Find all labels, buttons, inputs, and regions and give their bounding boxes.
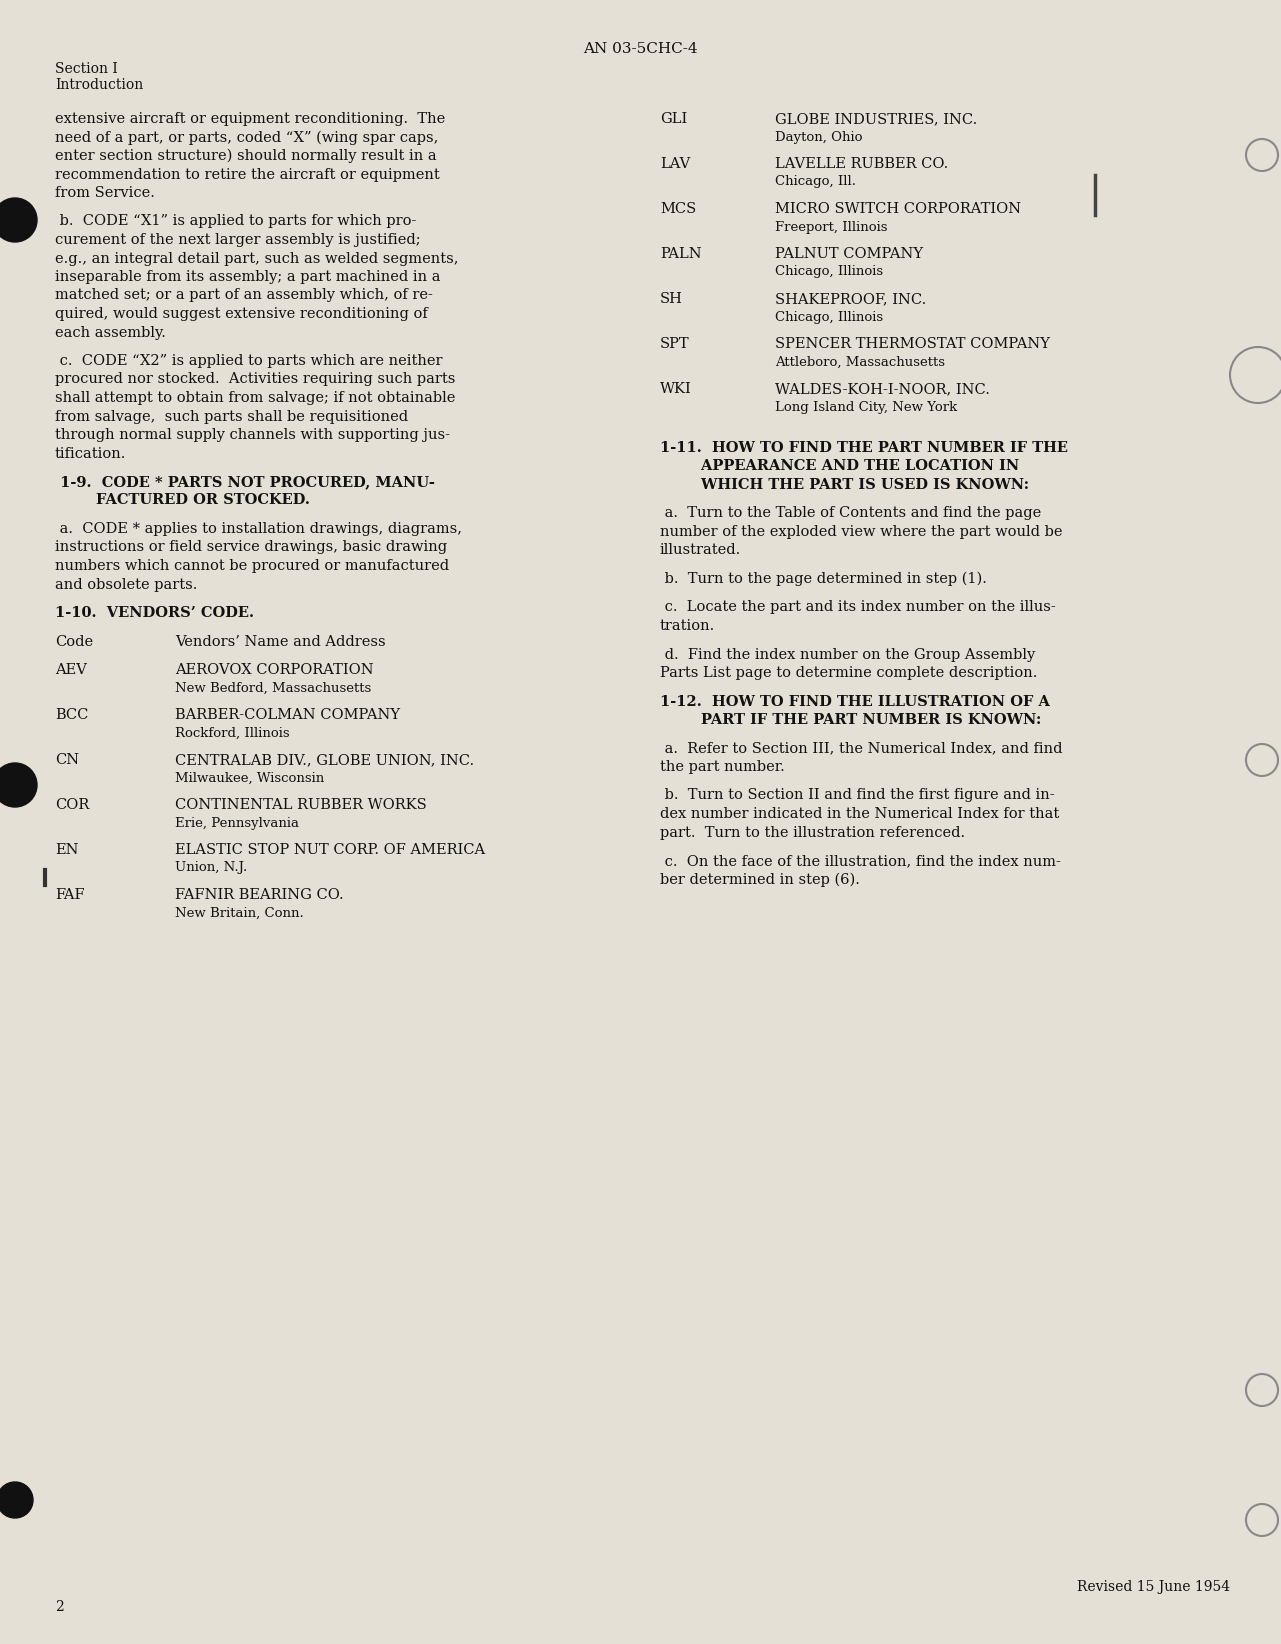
Text: Milwaukee, Wisconsin: Milwaukee, Wisconsin [175, 771, 324, 784]
Text: Chicago, Illinois: Chicago, Illinois [775, 265, 883, 278]
Text: b.  Turn to Section II and find the first figure and in-: b. Turn to Section II and find the first… [660, 789, 1054, 802]
Text: Parts List page to determine complete description.: Parts List page to determine complete de… [660, 666, 1038, 681]
Text: tration.: tration. [660, 620, 715, 633]
Text: b.  Turn to the page determined in step (1).: b. Turn to the page determined in step (… [660, 572, 986, 587]
Text: New Bedford, Massachusetts: New Bedford, Massachusetts [175, 682, 371, 694]
Text: c.  CODE “X2” is applied to parts which are neither: c. CODE “X2” is applied to parts which a… [55, 353, 442, 368]
Text: APPEARANCE AND THE LOCATION IN: APPEARANCE AND THE LOCATION IN [660, 460, 1020, 473]
Text: illustrated.: illustrated. [660, 544, 742, 557]
Text: GLI: GLI [660, 112, 687, 127]
Text: ber determined in step (6).: ber determined in step (6). [660, 873, 860, 886]
Text: COR: COR [55, 797, 90, 812]
Text: New Britain, Conn.: New Britain, Conn. [175, 906, 304, 919]
Text: quired, would suggest extensive reconditioning of: quired, would suggest extensive recondit… [55, 307, 428, 321]
Text: Section I: Section I [55, 62, 118, 76]
Text: Freeport, Illinois: Freeport, Illinois [775, 220, 888, 233]
Text: extensive aircraft or equipment reconditioning.  The: extensive aircraft or equipment recondit… [55, 112, 446, 127]
Text: WALDES-KOH-I-NOOR, INC.: WALDES-KOH-I-NOOR, INC. [775, 381, 990, 396]
Text: c.  Locate the part and its index number on the illus-: c. Locate the part and its index number … [660, 600, 1056, 615]
Text: 1-11.  HOW TO FIND THE PART NUMBER IF THE: 1-11. HOW TO FIND THE PART NUMBER IF THE [660, 441, 1068, 455]
Text: PART IF THE PART NUMBER IS KNOWN:: PART IF THE PART NUMBER IS KNOWN: [660, 713, 1041, 727]
Text: Vendors’ Name and Address: Vendors’ Name and Address [175, 635, 386, 648]
Text: dex number indicated in the Numerical Index for that: dex number indicated in the Numerical In… [660, 807, 1059, 820]
Text: LAVELLE RUBBER CO.: LAVELLE RUBBER CO. [775, 156, 948, 171]
Text: numbers which cannot be procured or manufactured: numbers which cannot be procured or manu… [55, 559, 450, 574]
Text: WKI: WKI [660, 381, 692, 396]
Text: 2: 2 [55, 1600, 64, 1614]
Text: e.g., an integral detail part, such as welded segments,: e.g., an integral detail part, such as w… [55, 252, 459, 265]
Circle shape [0, 197, 37, 242]
Text: ELASTIC STOP NUT CORP. OF AMERICA: ELASTIC STOP NUT CORP. OF AMERICA [175, 843, 485, 857]
Text: a.  Refer to Section III, the Numerical Index, and find: a. Refer to Section III, the Numerical I… [660, 741, 1062, 756]
Text: EN: EN [55, 843, 78, 857]
Text: CN: CN [55, 753, 79, 768]
Text: MCS: MCS [660, 202, 697, 215]
Text: 1-10.  VENDORS’ CODE.: 1-10. VENDORS’ CODE. [55, 607, 254, 620]
Text: BARBER-COLMAN COMPANY: BARBER-COLMAN COMPANY [175, 709, 400, 722]
Text: curement of the next larger assembly is justified;: curement of the next larger assembly is … [55, 233, 420, 247]
Text: each assembly.: each assembly. [55, 326, 165, 340]
Text: 1-12.  HOW TO FIND THE ILLUSTRATION OF A: 1-12. HOW TO FIND THE ILLUSTRATION OF A [660, 694, 1050, 709]
Text: FAF: FAF [55, 888, 85, 903]
Text: a.  Turn to the Table of Contents and find the page: a. Turn to the Table of Contents and fin… [660, 506, 1041, 521]
Text: PALNUT COMPANY: PALNUT COMPANY [775, 247, 924, 261]
Text: part.  Turn to the illustration referenced.: part. Turn to the illustration reference… [660, 825, 965, 840]
Text: shall attempt to obtain from salvage; if not obtainable: shall attempt to obtain from salvage; if… [55, 391, 455, 404]
Text: Code: Code [55, 635, 94, 648]
Text: Long Island City, New York: Long Island City, New York [775, 401, 957, 414]
Text: a.  CODE * applies to installation drawings, diagrams,: a. CODE * applies to installation drawin… [55, 523, 462, 536]
Text: WHICH THE PART IS USED IS KNOWN:: WHICH THE PART IS USED IS KNOWN: [660, 478, 1029, 492]
Text: Introduction: Introduction [55, 77, 143, 92]
Text: Rockford, Illinois: Rockford, Illinois [175, 727, 290, 740]
Text: Attleboro, Massachusetts: Attleboro, Massachusetts [775, 355, 945, 368]
Text: through normal supply channels with supporting jus-: through normal supply channels with supp… [55, 427, 450, 442]
Text: from Service.: from Service. [55, 186, 155, 201]
Text: SHAKEPROOF, INC.: SHAKEPROOF, INC. [775, 293, 926, 306]
Text: number of the exploded view where the part would be: number of the exploded view where the pa… [660, 524, 1062, 539]
Text: b.  CODE “X1” is applied to parts for which pro-: b. CODE “X1” is applied to parts for whi… [55, 214, 416, 229]
Text: AN 03-5CHC-4: AN 03-5CHC-4 [583, 43, 697, 56]
Text: enter section structure) should normally result in a: enter section structure) should normally… [55, 150, 437, 163]
Text: FACTURED OR STOCKED.: FACTURED OR STOCKED. [55, 493, 310, 508]
Text: AEV: AEV [55, 663, 87, 677]
Text: FAFNIR BEARING CO.: FAFNIR BEARING CO. [175, 888, 343, 903]
Text: inseparable from its assembly; a part machined in a: inseparable from its assembly; a part ma… [55, 270, 441, 284]
Text: Chicago, Illinois: Chicago, Illinois [775, 311, 883, 324]
Text: SPENCER THERMOSTAT COMPANY: SPENCER THERMOSTAT COMPANY [775, 337, 1050, 352]
Text: procured nor stocked.  Activities requiring such parts: procured nor stocked. Activities requiri… [55, 373, 455, 386]
Text: from salvage,  such parts shall be requisitioned: from salvage, such parts shall be requis… [55, 409, 409, 424]
Text: 1-9.  CODE * PARTS NOT PROCURED, MANU-: 1-9. CODE * PARTS NOT PROCURED, MANU- [55, 475, 434, 488]
Text: GLOBE INDUSTRIES, INC.: GLOBE INDUSTRIES, INC. [775, 112, 977, 127]
Text: matched set; or a part of an assembly which, of re-: matched set; or a part of an assembly wh… [55, 288, 433, 302]
Circle shape [0, 763, 37, 807]
Text: the part number.: the part number. [660, 760, 785, 774]
Text: CENTRALAB DIV., GLOBE UNION, INC.: CENTRALAB DIV., GLOBE UNION, INC. [175, 753, 474, 768]
Text: c.  On the face of the illustration, find the index num-: c. On the face of the illustration, find… [660, 853, 1061, 868]
Text: and obsolete parts.: and obsolete parts. [55, 577, 197, 592]
Text: PALN: PALN [660, 247, 702, 261]
Text: AEROVOX CORPORATION: AEROVOX CORPORATION [175, 663, 374, 677]
Text: Dayton, Ohio: Dayton, Ohio [775, 130, 862, 143]
Text: CONTINENTAL RUBBER WORKS: CONTINENTAL RUBBER WORKS [175, 797, 427, 812]
Text: Erie, Pennsylvania: Erie, Pennsylvania [175, 817, 298, 830]
Text: BCC: BCC [55, 709, 88, 722]
Text: LAV: LAV [660, 156, 690, 171]
Circle shape [0, 1481, 33, 1517]
Text: Revised 15 June 1954: Revised 15 June 1954 [1077, 1580, 1230, 1595]
Text: tification.: tification. [55, 447, 127, 460]
Text: d.  Find the index number on the Group Assembly: d. Find the index number on the Group As… [660, 648, 1035, 661]
Text: SPT: SPT [660, 337, 689, 352]
Text: MICRO SWITCH CORPORATION: MICRO SWITCH CORPORATION [775, 202, 1021, 215]
Text: SH: SH [660, 293, 683, 306]
Text: instructions or field service drawings, basic drawing: instructions or field service drawings, … [55, 541, 447, 554]
Text: recommendation to retire the aircraft or equipment: recommendation to retire the aircraft or… [55, 168, 439, 181]
Text: need of a part, or parts, coded “X” (wing spar caps,: need of a part, or parts, coded “X” (win… [55, 130, 438, 145]
Text: Chicago, Ill.: Chicago, Ill. [775, 176, 856, 189]
Text: Union, N.J.: Union, N.J. [175, 861, 247, 875]
